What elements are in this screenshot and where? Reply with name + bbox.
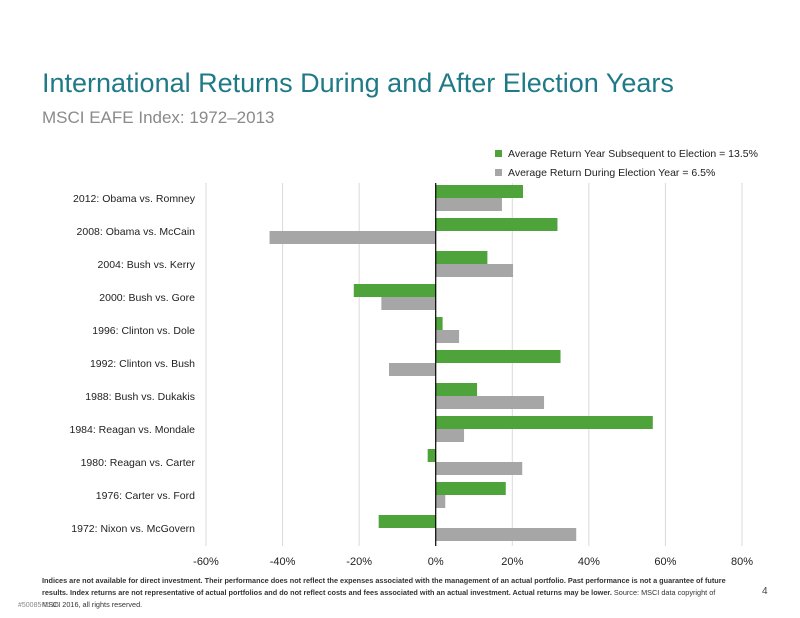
- category-label: 1980: Reagan vs. Carter: [81, 457, 196, 469]
- x-tick-label: 20%: [501, 556, 523, 568]
- bar-after-election: [353, 284, 436, 297]
- legend-item-during: Average Return During Election Year = 6.…: [495, 163, 758, 182]
- bar-during-election: [269, 231, 436, 244]
- bar-during-election: [435, 264, 514, 277]
- x-tick-label: 80%: [731, 556, 753, 568]
- category-label: 2012: Obama vs. Romney: [73, 193, 196, 205]
- x-tick-label: -20%: [346, 556, 372, 568]
- legend-label-after: Average Return Year Subsequent to Electi…: [508, 147, 758, 160]
- category-label: 2008: Obama vs. McCain: [77, 226, 196, 238]
- bar-during-election: [435, 198, 502, 211]
- bar-after-election: [435, 251, 488, 264]
- x-tick-label: 0%: [428, 556, 444, 568]
- category-label: 2004: Bush vs. Kerry: [98, 259, 196, 271]
- category-label: 1992: Clinton vs. Bush: [90, 358, 195, 370]
- bar-during-election: [389, 363, 436, 376]
- bar-after-election: [435, 383, 478, 396]
- source-note: Source: MSCI data copyright of MSCI 2016…: [42, 588, 716, 609]
- bar-during-election: [381, 297, 436, 310]
- bar-after-election: [378, 515, 436, 528]
- page-number: 4: [762, 586, 768, 597]
- bar-during-election: [435, 396, 545, 409]
- disclaimer: Indices are not available for direct inv…: [42, 575, 732, 611]
- legend-swatch-after: [495, 150, 502, 157]
- legend-swatch-during: [495, 169, 502, 176]
- bar-during-election: [435, 495, 446, 508]
- x-tick-label: -60%: [193, 556, 219, 568]
- x-tick-label: -40%: [270, 556, 296, 568]
- chart-legend: Average Return Year Subsequent to Electi…: [495, 144, 758, 182]
- bar-after-election: [435, 350, 561, 363]
- category-label: 2000: Bush vs. Gore: [99, 292, 195, 304]
- legend-item-after: Average Return Year Subsequent to Electi…: [495, 144, 758, 163]
- x-tick-label: 40%: [578, 556, 600, 568]
- bar-after-election: [435, 416, 653, 429]
- category-label: 1984: Reagan vs. Mondale: [69, 424, 195, 436]
- legend-label-during: Average Return During Election Year = 6.…: [508, 166, 716, 179]
- bar-during-election: [435, 528, 577, 541]
- bar-after-election: [435, 218, 558, 231]
- page-title: International Returns During and After E…: [42, 68, 674, 98]
- bar-after-election: [427, 449, 436, 462]
- category-label: 1988: Bush vs. Dukakis: [85, 391, 195, 403]
- category-label: 1996: Clinton vs. Dole: [92, 325, 195, 337]
- bar-during-election: [435, 462, 523, 475]
- disclaimer-text: Indices are not available for direct inv…: [42, 576, 726, 597]
- bar-after-election: [435, 317, 443, 330]
- bar-during-election: [435, 330, 460, 343]
- page-subtitle: MSCI EAFE Index: 1972–2013: [42, 108, 275, 127]
- category-label: 1976: Carter vs. Ford: [96, 490, 195, 502]
- bar-after-election: [435, 482, 506, 495]
- document-code: #50085-0116: [18, 602, 59, 609]
- bar-during-election: [435, 429, 465, 442]
- category-label: 1972: Nixon vs. McGovern: [71, 523, 195, 535]
- bar-after-election: [435, 185, 524, 198]
- x-tick-label: 60%: [654, 556, 676, 568]
